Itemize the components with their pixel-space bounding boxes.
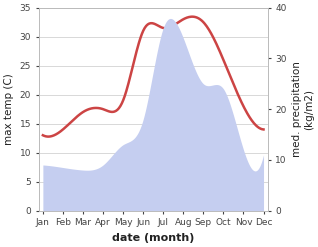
Y-axis label: med. precipitation
(kg/m2): med. precipitation (kg/m2) — [292, 61, 314, 157]
Y-axis label: max temp (C): max temp (C) — [4, 73, 14, 145]
X-axis label: date (month): date (month) — [112, 233, 194, 243]
